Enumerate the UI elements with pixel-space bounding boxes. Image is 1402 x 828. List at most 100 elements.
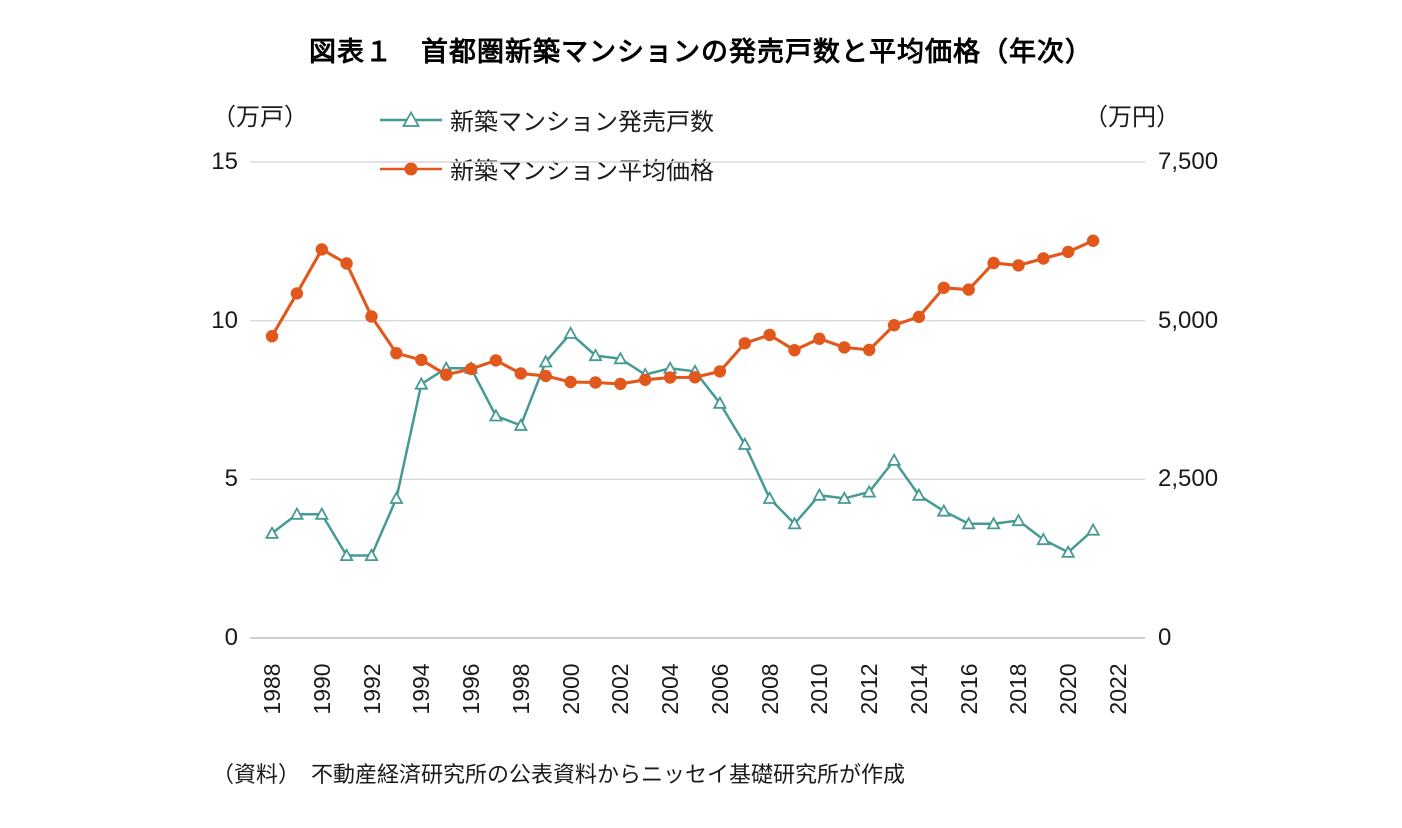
triangle-marker-icon [737, 436, 752, 450]
circle-marker-icon [763, 328, 776, 342]
circle-marker-icon [589, 376, 602, 389]
x-tick-label: 2010 [806, 663, 833, 715]
circle-marker-icon [265, 330, 279, 343]
triangle-marker-icon [911, 487, 927, 501]
triangle-marker-icon [787, 516, 802, 530]
legend-units-triangle-line-icon [380, 110, 442, 127]
x-tick-label: 2004 [657, 663, 684, 715]
circle-marker-icon [315, 243, 328, 256]
x-tick-label: 2000 [557, 663, 584, 715]
circle-marker-icon [738, 337, 751, 350]
chart-title: 図表１ 首都圏新築マンションの発売戸数と平均価格（年次） [309, 37, 1093, 67]
circle-marker-icon [688, 371, 702, 384]
circle-marker-icon [390, 347, 403, 360]
circle-marker-icon [713, 365, 727, 378]
circle-marker-icon [489, 354, 503, 367]
series-price [265, 234, 1100, 391]
triangle-marker-icon [1085, 522, 1101, 536]
circle-marker-icon [887, 319, 901, 332]
triangle-marker-icon [488, 408, 504, 422]
circle-marker-icon [663, 371, 677, 384]
triangle-marker-icon [862, 484, 877, 498]
triangle-marker-icon [1011, 513, 1026, 527]
x-tick-label: 2022 [1105, 663, 1131, 715]
triangle-marker-icon [837, 490, 852, 504]
circle-marker-icon [639, 373, 652, 386]
triangle-marker-icon [986, 516, 1001, 530]
circle-marker-icon [912, 310, 926, 324]
legend-label-units: 新築マンション発売戸数 [450, 109, 714, 136]
circle-marker-icon [813, 332, 826, 345]
triangle-marker-icon [961, 516, 976, 530]
y-tick-label-right: 5,000 [1158, 306, 1219, 334]
y-tick-label-left: 0 [224, 624, 238, 651]
triangle-marker-icon [289, 506, 305, 520]
circle-marker-icon [863, 343, 876, 357]
x-tick-label: 1994 [408, 663, 435, 715]
circle-marker-icon [340, 257, 353, 270]
circle-marker-icon [440, 368, 453, 381]
circle-marker-icon [464, 362, 478, 376]
triangle-marker-icon [762, 490, 777, 504]
triangle-marker-icon [613, 351, 628, 365]
circle-marker-icon [564, 375, 577, 389]
triangle-marker-icon [364, 548, 379, 561]
circle-marker-icon [614, 377, 627, 391]
circle-marker-icon [415, 353, 428, 367]
left-axis-unit-label: （万戸） [212, 104, 308, 131]
y-tick-label-left: 15 [211, 148, 238, 175]
x-tick-label: 2014 [905, 663, 932, 715]
y-tick-label-right: 7,500 [1158, 148, 1219, 175]
triangle-marker-icon [513, 417, 528, 431]
x-tick-label: 1998 [507, 663, 534, 715]
triangle-marker-icon [339, 548, 354, 561]
source-note: （資料） 不動産経済研究所の公表資料からニッセイ基礎研究所が作成 [212, 762, 906, 787]
circle-marker-icon [987, 256, 1000, 270]
x-tick-label: 2018 [1005, 663, 1032, 715]
x-tick-label: 1988 [259, 663, 285, 715]
x-tick-label: 2012 [856, 663, 883, 715]
y-tick-label-left: 5 [224, 465, 238, 493]
triangle-marker-icon [936, 503, 951, 517]
x-tick-label: 2008 [756, 663, 783, 715]
x-tick-label: 2020 [1055, 663, 1082, 715]
triangle-marker-icon [1061, 544, 1076, 558]
triangle-marker-icon [886, 452, 902, 466]
y-tick-label-right: 2,500 [1158, 465, 1219, 493]
y-tick-label-left: 10 [211, 306, 238, 334]
right-axis-unit-label: （万円） [1084, 104, 1180, 131]
x-tick-label: 1992 [358, 663, 385, 715]
circle-marker-icon [1062, 245, 1075, 259]
series-units [264, 325, 1101, 561]
circle-marker-icon [290, 287, 304, 300]
circle-marker-icon [365, 310, 378, 323]
circle-marker-icon [788, 344, 801, 357]
triangle-marker-icon [264, 525, 280, 539]
triangle-marker-icon [389, 490, 404, 504]
x-tick-label: 1996 [458, 663, 485, 715]
triangle-marker-icon [588, 348, 603, 362]
circle-marker-icon [1037, 252, 1050, 265]
triangle-marker-icon [812, 487, 827, 501]
triangle-marker-icon [314, 506, 329, 520]
plot-svg [250, 161, 1145, 639]
legend-price-circle-line-icon [380, 162, 442, 175]
circle-marker-icon [1086, 234, 1100, 247]
triangle-marker-icon [1036, 532, 1051, 546]
triangle-marker-icon [414, 376, 429, 390]
x-tick-label: 2006 [706, 663, 733, 715]
triangle-marker-icon [563, 325, 578, 339]
circle-marker-icon [962, 283, 975, 296]
x-tick-label: 2002 [607, 663, 634, 715]
triangle-marker-icon [712, 395, 728, 409]
triangle-marker-icon [538, 354, 553, 368]
circle-marker-icon [514, 367, 527, 380]
circle-marker-icon [539, 369, 552, 383]
legend-item-units: 新築マンション発売戸数 [378, 102, 714, 137]
circle-marker-icon [937, 281, 950, 294]
x-tick-label: 1990 [308, 663, 335, 715]
x-tick-label: 2016 [955, 663, 982, 715]
circle-marker-icon [1012, 259, 1025, 272]
circle-marker-icon [838, 341, 851, 354]
